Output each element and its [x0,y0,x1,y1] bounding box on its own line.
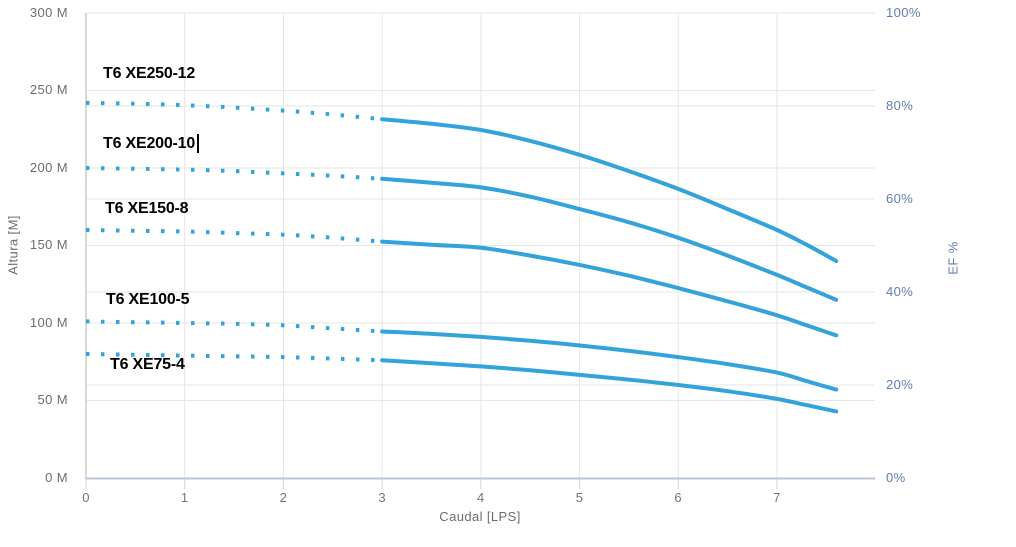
y-left-tick-label: 300 M [29,5,68,20]
y-left-tick-label: 0 M [45,470,68,485]
curve-dotted-t6-xe200-10 [85,166,383,181]
y-left-tick-label: 100 M [29,315,68,330]
curve-solid-t6-xe200-10 [380,176,839,302]
curve-solid-t6-xe100-5 [380,329,839,392]
x-tick-label: 2 [279,490,288,505]
y-axis-title-right: EF % [945,241,961,275]
curve-dotted-t6-xe150-8 [85,228,383,244]
y-right-tick-label: 20% [886,377,914,392]
series-label-t6-xe100-5[interactable]: T6 XE100-5 [106,291,190,308]
y-left-tick-label: 250 M [29,82,68,97]
y-right-tick-label: 0% [886,470,906,485]
curve-dotted-t6-xe250-12 [85,100,383,122]
y-right-tick-label: 80% [886,98,914,113]
y-right-tick-label: 100% [886,5,921,20]
y-left-tick-label: 50 M [37,392,68,407]
y-left-tick-label: 200 M [29,160,68,175]
series-label-t6-xe200-10[interactable]: T6 XE200-10 [103,135,196,152]
x-tick-label: 5 [575,490,584,505]
text-edit-cursor [197,134,199,153]
series-label-t6-xe250-12[interactable]: T6 XE250-12 [103,65,196,82]
y-right-tick-label: 40% [886,284,914,299]
x-axis-title: Caudal [LPS] [439,509,521,524]
y-axis-title-left: Altura [M] [5,215,21,275]
x-tick-label: 6 [674,490,682,505]
y-right-tick-label: 60% [886,191,914,206]
curve-solid-t6-xe250-12 [380,117,839,263]
x-tick-label: 7 [773,490,781,505]
curve-solid-t6-xe75-4 [380,358,839,414]
series-label-t6-xe150-8[interactable]: T6 XE150-8 [105,200,189,217]
series-label-t6-xe75-4[interactable]: T6 XE75-4 [110,356,185,373]
x-tick-label: 0 [82,490,90,505]
x-tick-label: 1 [180,490,189,505]
x-tick-label: 3 [378,490,386,505]
x-tick-label: 4 [477,490,485,505]
y-left-tick-label: 150 M [29,237,68,252]
curve-solid-t6-xe150-8 [380,239,839,338]
